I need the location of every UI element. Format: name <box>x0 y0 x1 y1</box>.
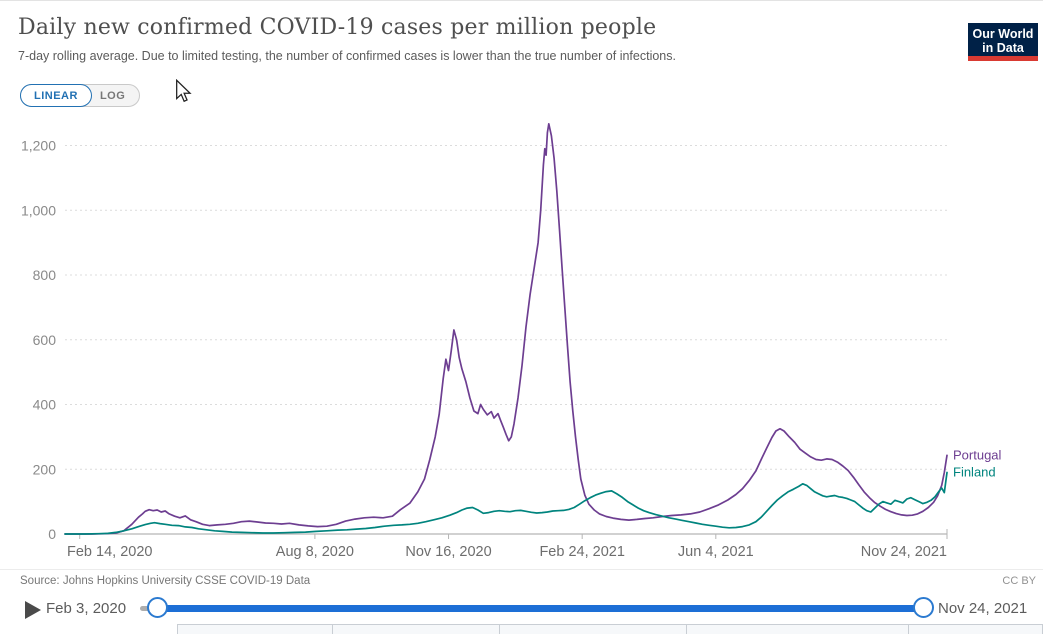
x-axis-tick-label: Jun 4, 2021 <box>678 544 754 560</box>
page-title: Daily new confirmed COVID-19 cases per m… <box>18 15 657 40</box>
play-icon <box>25 601 41 619</box>
y-axis-tick-label: 200 <box>33 461 57 477</box>
timeline-control: Feb 3, 2020 Nov 24, 2021 <box>0 594 1043 624</box>
timeline-start-date: Feb 3, 2020 <box>46 600 127 617</box>
table-cell <box>178 625 333 634</box>
y-axis-tick-label: 1,000 <box>21 202 56 218</box>
play-button[interactable] <box>22 600 42 620</box>
source-text: Source: Johns Hopkins University CSSE CO… <box>20 575 311 587</box>
x-axis-tick-label: Nov 16, 2020 <box>405 544 491 560</box>
x-axis-tick-label: Feb 14, 2020 <box>67 544 152 560</box>
owid-logo[interactable]: Our World in Data <box>968 23 1038 61</box>
linear-scale-button[interactable]: LINEAR <box>20 84 92 107</box>
owid-logo-red-bar <box>968 56 1038 61</box>
chart-footer: Source: Johns Hopkins University CSSE CO… <box>0 569 1043 634</box>
y-axis-tick-label: 1,200 <box>21 138 56 154</box>
x-axis-tick-label: Feb 24, 2021 <box>539 544 624 560</box>
y-axis-tick-label: 800 <box>33 267 57 283</box>
series-label-finland[interactable]: Finland <box>953 464 996 479</box>
data-table-strip <box>177 624 1043 634</box>
owid-logo-line2: in Data <box>982 41 1024 56</box>
timeline-selected-range[interactable] <box>157 605 923 612</box>
log-scale-button[interactable]: LOG <box>92 85 139 106</box>
table-cell <box>500 625 687 634</box>
scale-toggle: LINEAR LOG <box>20 84 141 107</box>
y-axis-tick-label: 600 <box>33 332 57 348</box>
x-axis-tick-label: Aug 8, 2020 <box>276 544 354 560</box>
page-subtitle: 7-day rolling average. Due to limited te… <box>18 49 676 63</box>
series-line-finland[interactable] <box>64 471 948 535</box>
timeline-start-handle[interactable] <box>147 597 168 618</box>
table-cell <box>909 625 1042 634</box>
x-axis-tick-label: Nov 24, 2021 <box>861 544 947 560</box>
series-label-portugal[interactable]: Portugal <box>953 447 1002 462</box>
series-line-portugal[interactable] <box>64 122 948 535</box>
license-text[interactable]: CC BY <box>1002 575 1036 587</box>
y-axis-tick-label: 400 <box>33 397 57 413</box>
mouse-cursor <box>176 79 192 103</box>
chart-area: 0 200 400 600 800 1,000 1,200 Feb 14, 2020 Aug 8… <box>0 111 1043 569</box>
chart-svg[interactable]: 0 200 400 600 800 1,000 1,200 Feb 14, 2020 Aug 8… <box>0 111 1043 569</box>
owid-logo-line1: Our World <box>972 27 1034 41</box>
y-axis-tick-label: 0 <box>48 526 56 542</box>
timeline-end-handle[interactable] <box>913 597 934 618</box>
table-cell <box>687 625 910 634</box>
table-cell <box>333 625 501 634</box>
timeline-end-date: Nov 24, 2021 <box>938 600 1028 617</box>
